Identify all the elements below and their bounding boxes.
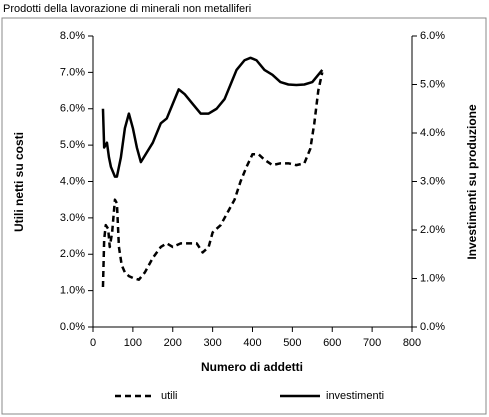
x-tick-label: 700 — [363, 337, 381, 349]
y-axis-title: Utili netti su costi — [12, 132, 26, 232]
y-tick-label: 7.0% — [60, 66, 85, 78]
x-tick-label: 300 — [203, 337, 221, 349]
x-tick-label: 800 — [403, 337, 421, 349]
x-tick-label: 200 — [164, 337, 182, 349]
chart-frame — [1, 17, 487, 415]
y2-tick-label: 2.0% — [420, 224, 445, 236]
y-tick-label: 6.0% — [60, 103, 85, 115]
y-tick-label: 8.0% — [60, 30, 85, 42]
y2-tick-label: 6.0% — [420, 30, 445, 42]
series-line — [101, 56, 324, 178]
y-tick-label: 4.0% — [60, 175, 85, 187]
y-tick-label: 2.0% — [60, 248, 85, 260]
chart-title: Prodotti della lavorazione di minerali n… — [3, 3, 251, 15]
x-axis-title: Numero di addetti — [201, 360, 303, 374]
x-tick-label: 400 — [243, 337, 261, 349]
y-tick-label: 1.0% — [60, 285, 85, 297]
x-tick-label: 100 — [124, 337, 142, 349]
legend-label: investimenti — [326, 390, 384, 402]
legend-label: utili — [161, 390, 178, 402]
y2-tick-label: 4.0% — [420, 127, 445, 139]
y-tick-label: 0.0% — [60, 321, 85, 333]
x-tick-label: 600 — [323, 337, 341, 349]
y-tick-label: 5.0% — [60, 139, 85, 151]
y2-tick-label: 5.0% — [420, 78, 445, 90]
y2-tick-label: 0.0% — [420, 321, 445, 333]
y2-tick-label: 3.0% — [420, 175, 445, 187]
x-tick-label: 0 — [90, 337, 96, 349]
x-tick-label: 500 — [283, 337, 301, 349]
y2-tick-label: 1.0% — [420, 272, 445, 284]
y2-axis-title: Investimenti su produzione — [465, 104, 479, 260]
y-tick-label: 3.0% — [60, 212, 85, 224]
series-line — [101, 72, 324, 288]
